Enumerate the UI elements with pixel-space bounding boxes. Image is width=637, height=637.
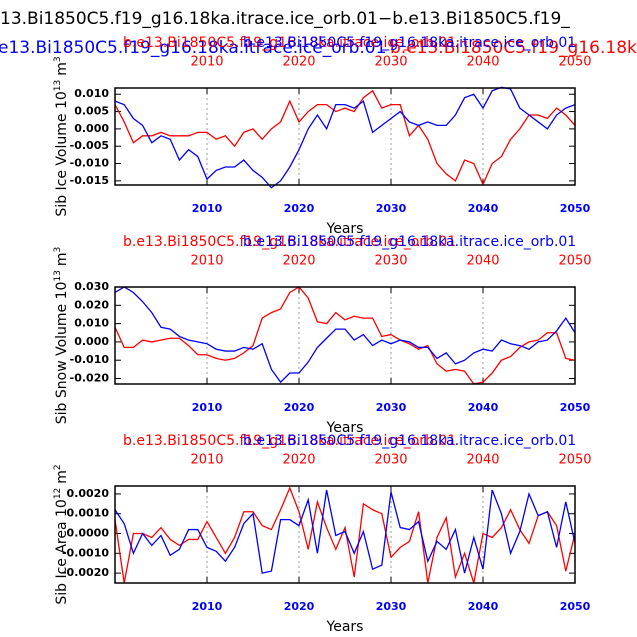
x-axis-title: Years [326,420,364,436]
x-tick-label-top: 2010 [190,453,223,468]
y-tick-label: -0.020 [70,372,110,385]
panel-title: b.e13.Bi1850C5.f19_g16.18ka.itrace.ice_o… [243,35,576,51]
x-tick-label: 2010 [192,600,223,613]
y-tick-label: -0.005 [70,139,109,152]
y-tick-label: 0.005 [74,105,109,118]
header-red: b.e13.Bi1850C5.f19_g16.18ka.itrace [390,38,637,58]
x-tick-label-top: 2040 [466,55,499,70]
x-tick-label: 2020 [284,401,315,414]
y-axis-title-exp: 12 [53,488,63,499]
x-tick-label-top: 2020 [282,55,315,70]
y-axis-title: Sib Ice Area 1012 m2 [53,464,71,604]
x-tick-label: 2030 [376,202,407,215]
x-tick-label: 2010 [192,401,223,414]
y-tick-label: 0.020 [74,298,109,311]
y-axis-title-exp: 13 [53,270,63,281]
data-line [114,489,576,574]
panel-title: b.e13.Bi1850C5.f19_g16.18ka.itrace.ice_o… [123,433,456,449]
y-tick-label: 0.0000 [67,527,110,540]
plot-frame [114,485,576,584]
y-tick-label: 0.0020 [67,487,110,500]
plot-frame [114,286,576,385]
x-tick-label-top: 2010 [190,254,223,269]
y-axis-title-text: Sib Ice Volume 10 [54,91,70,216]
y-tick-label: -0.015 [70,174,109,187]
y-axis-title-unit: m [54,252,70,266]
data-line [114,86,576,189]
y-axis-title-unit-exp: 3 [53,247,63,253]
y-axis-title-unit: m [54,62,70,76]
x-axis-title: Years [326,619,364,635]
panel-title: b.e13.Bi1850C5.f19_g16.18ka.itrace.ice_o… [243,234,576,250]
y-tick-label: 0.0010 [67,507,110,520]
x-tick-label: 2040 [468,202,499,215]
x-tick-label-top: 2030 [374,453,407,468]
x-axis-title: Years [326,221,364,237]
x-tick-label-top: 2040 [466,254,499,269]
y-axis-title-unit-exp: 3 [53,56,63,62]
header-blue: e13.Bi1850C5.f19_g16.18ka.itrace.ice_orb… [0,38,386,58]
y-axis-title-exp: 13 [53,80,63,91]
y-axis-title-text: Sib Ice Area 10 [54,499,70,605]
x-tick-label-top: 2030 [374,254,407,269]
x-tick-label: 2020 [284,202,315,215]
x-tick-label: 2050 [560,202,591,215]
x-tick-label: 2030 [376,600,407,613]
x-tick-label-top: 2010 [190,55,223,70]
y-axis-title-unit-exp: 2 [53,464,63,470]
y-tick-label: 0.000 [74,335,109,348]
y-tick-label: 0.010 [74,87,109,100]
x-tick-label: 2040 [468,401,499,414]
panel-title: b.e13.Bi1850C5.f19_g16.18ka.itrace.ice_o… [243,433,576,449]
x-tick-label: 2050 [560,401,591,414]
x-tick-label-top: 2050 [558,55,591,70]
y-tick-label: -0.010 [70,157,110,170]
x-tick-label-top: 2050 [558,254,591,269]
x-tick-label-top: 2040 [466,453,499,468]
data-line [114,486,576,584]
x-tick-label-top: 2030 [374,55,407,70]
x-tick-label-top: 2020 [282,254,315,269]
x-tick-label-top: 2020 [282,453,315,468]
y-axis-title: Sib Ice Volume 1013 m3 [53,56,71,216]
y-axis-title-text: Sib Snow Volume 10 [54,282,70,425]
x-tick-label: 2050 [560,600,591,613]
x-tick-label: 2030 [376,401,407,414]
x-tick-label: 2020 [284,600,315,613]
plot-frame [114,87,576,186]
header-line: 13.Bi1850C5.f19_g16.18ka.itrace.ice_orb.… [0,9,570,29]
data-line [114,286,576,384]
y-tick-label: -0.0020 [62,566,109,579]
y-tick-label: 0.000 [74,122,109,135]
y-tick-label: -0.0010 [62,546,109,559]
y-axis-title: Sib Snow Volume 1013 m3 [53,247,71,425]
x-tick-label: 2010 [192,202,223,215]
x-tick-label-top: 2050 [558,453,591,468]
panel-title: b.e13.Bi1850C5.f19_g16.18ka.itrace.ice_o… [123,234,456,250]
y-tick-label: -0.010 [70,353,110,366]
panel-title: b.e13.Bi1850C5.f19_g16.18ka.itrace.ice_o… [123,35,456,51]
x-tick-label: 2040 [468,600,499,613]
data-line [114,286,576,385]
y-tick-label: 0.010 [74,317,109,330]
y-axis-title-unit: m [54,470,70,484]
data-line [114,89,576,186]
y-tick-label: 0.030 [74,280,109,293]
